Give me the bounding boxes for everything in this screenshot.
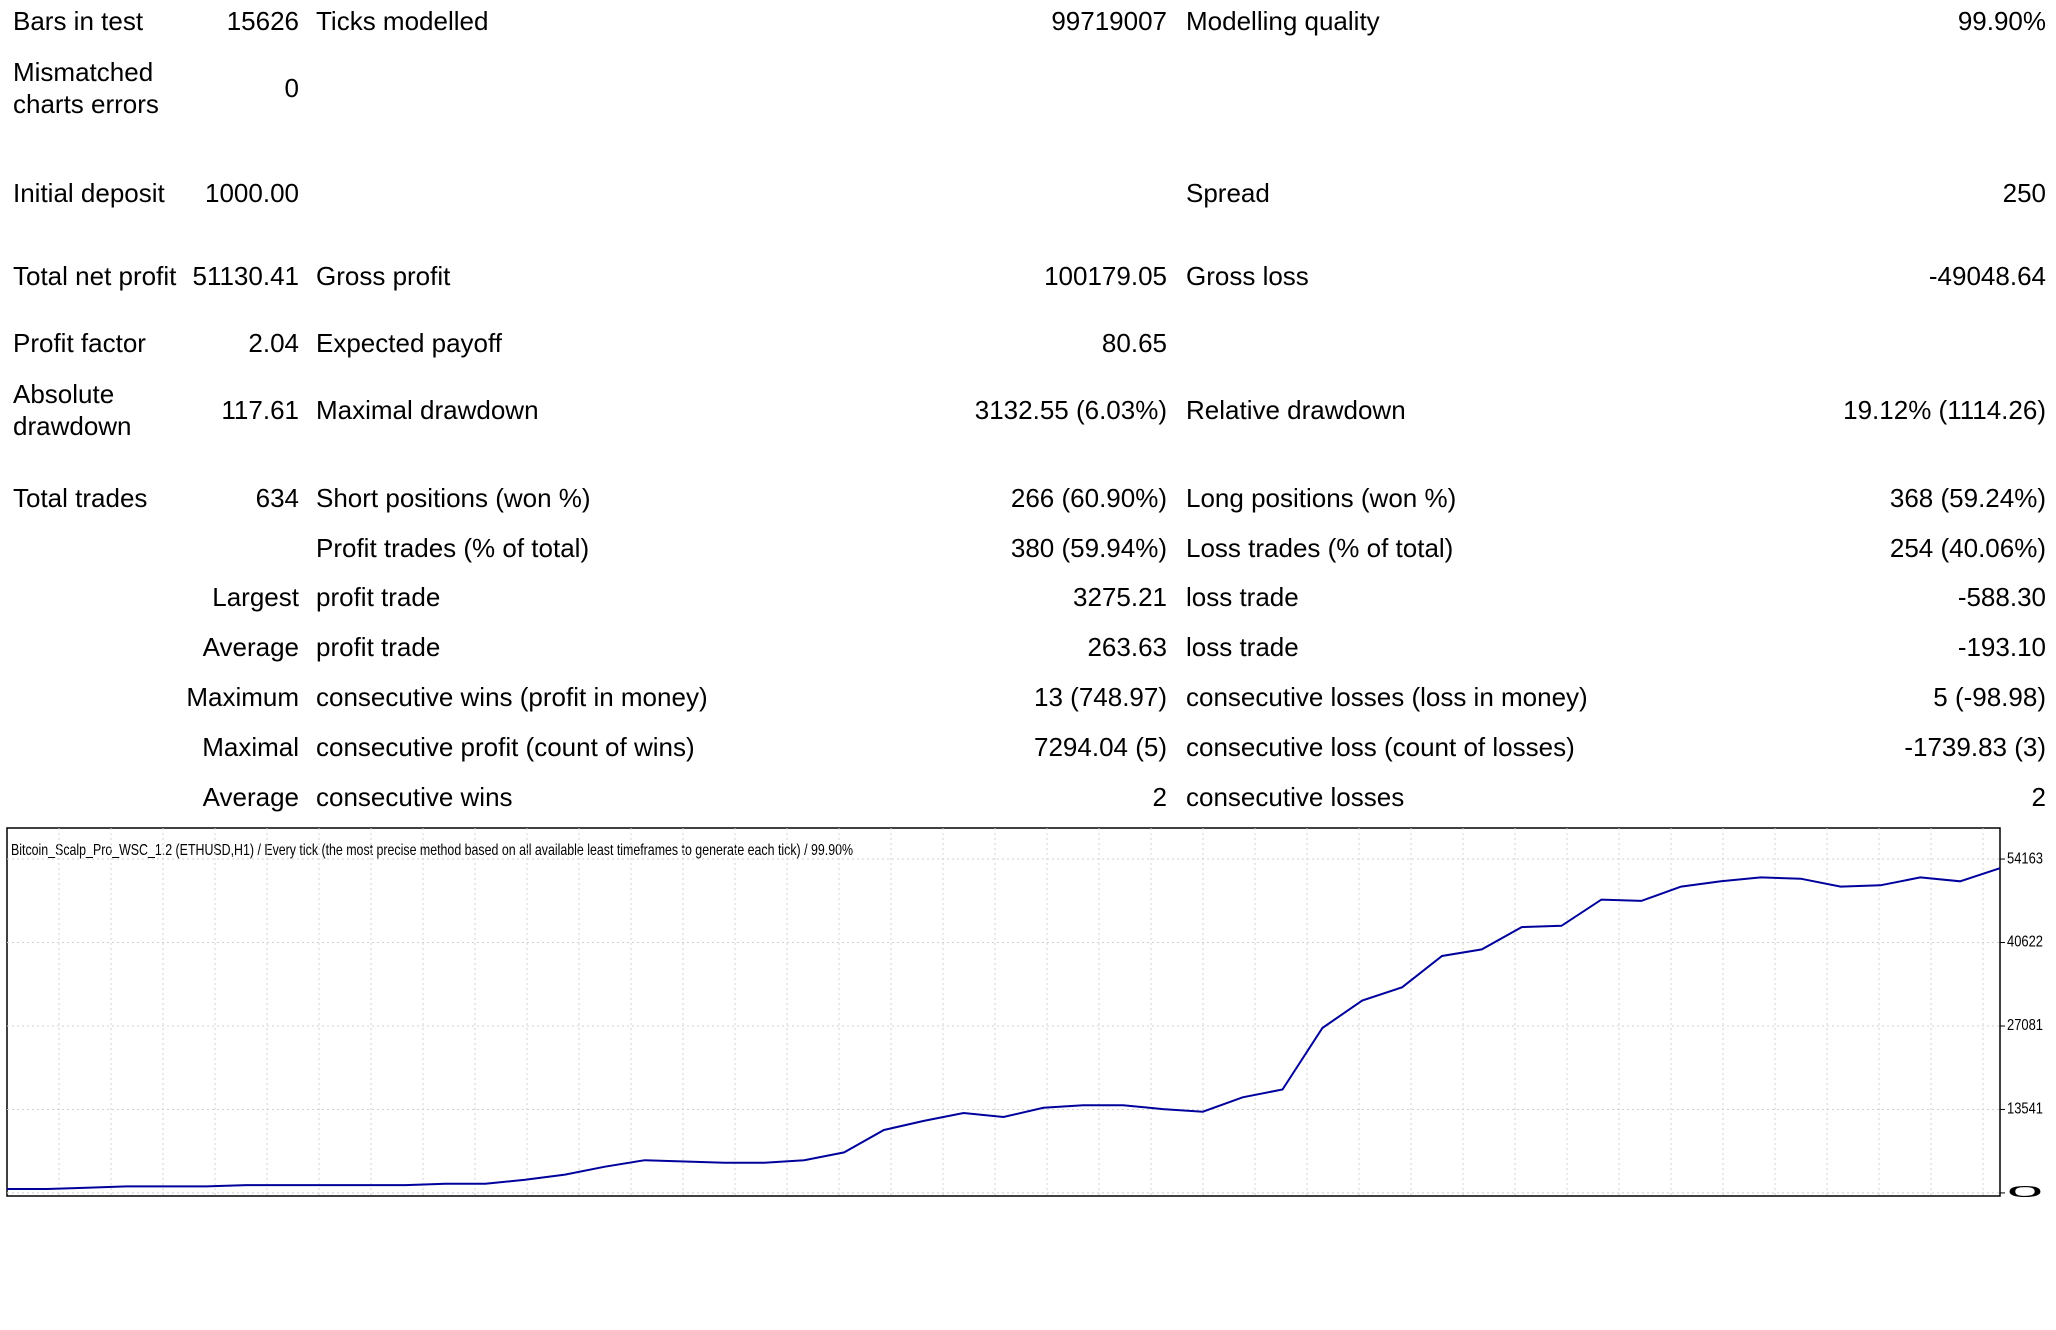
stat-value: -193.10 [1957, 632, 2046, 662]
stat-value: 3132.55 (6.03%) [974, 395, 1167, 425]
stat-value: 634 [255, 483, 299, 513]
stat-label: consecutive profit (count of wins) [316, 732, 695, 762]
stat-value: 15626 [226, 6, 299, 36]
stat-label: consecutive losses (loss in money) [1186, 682, 1588, 712]
stat-label: Expected payoff [316, 328, 502, 358]
stat-label: Ticks modelled [316, 6, 489, 36]
stat-label: loss trade [1186, 582, 1299, 612]
stat-label: consecutive wins [316, 782, 513, 812]
stat-value: Largest [212, 582, 299, 612]
stat-value: 250 [2002, 178, 2046, 208]
chart-title: Bitcoin_Scalp_Pro_WSC_1.2 (ETHUSD,H1) / … [11, 842, 853, 859]
y-tick-label: 54163 [2007, 850, 2043, 867]
stat-value: -588.30 [1957, 582, 2046, 612]
stat-value: 5 (-98.98) [1933, 682, 2046, 712]
stat-value: 100179.05 [1044, 261, 1167, 291]
stat-label: Loss trades (% of total) [1186, 533, 1454, 563]
stat-label: Maximal drawdown [316, 395, 539, 425]
stat-label: Absolute drawdown [13, 379, 132, 441]
stat-value: 7294.04 (5) [1034, 732, 1167, 762]
stat-value: 19.12% (1114.26) [1843, 395, 2046, 425]
equity-chart: Bitcoin_Scalp_Pro_WSC_1.2 (ETHUSD,H1) / … [6, 827, 2043, 1201]
y-tick-label: 27081 [2007, 1017, 2043, 1034]
stat-value: 380 (59.94%) [1010, 533, 1167, 563]
stat-value: Maximal [202, 732, 299, 762]
stat-label: Gross loss [1186, 261, 1309, 291]
stat-label: Mismatched charts errors [13, 57, 159, 119]
stat-value: 3275.21 [1073, 582, 1167, 612]
stat-value: 99.90% [1957, 6, 2046, 36]
stat-value: 1000.00 [205, 178, 299, 208]
stat-value: 117.61 [221, 395, 299, 425]
stat-value: Average [202, 632, 299, 662]
y-tick-label: 0 [2007, 1184, 2043, 1201]
stat-value: 99719007 [1051, 6, 1167, 36]
stat-value: 2 [1152, 782, 1167, 812]
stat-value: 266 (60.90%) [1010, 483, 1167, 513]
stat-value: 368 (59.24%) [1889, 483, 2046, 513]
stat-label: Total trades [13, 483, 148, 513]
chart-frame [6, 827, 2001, 1197]
stat-value: 2 [2031, 782, 2046, 812]
stat-label: profit trade [316, 582, 441, 612]
stat-label: Profit trades (% of total) [316, 533, 590, 563]
stat-label: Short positions (won %) [316, 483, 591, 513]
stat-value: Average [202, 782, 299, 812]
stat-label: Total net profit [13, 261, 177, 291]
stat-label: consecutive wins (profit in money) [316, 682, 708, 712]
stat-value: 0 [284, 73, 299, 103]
stat-label: Spread [1186, 178, 1270, 208]
stat-label: Profit factor [13, 328, 146, 358]
stat-label: Modelling quality [1186, 6, 1380, 36]
stat-value: 80.65 [1101, 328, 1167, 358]
stat-label: Relative drawdown [1186, 395, 1406, 425]
equity-line [7, 867, 2001, 1190]
stat-value: 2.04 [248, 328, 299, 358]
stat-value: 263.63 [1087, 632, 1167, 662]
stat-label: profit trade [316, 632, 441, 662]
y-tick-label: 13541 [2007, 1101, 2043, 1118]
stat-value: -49048.64 [1928, 261, 2046, 291]
stat-label: Bars in test [13, 6, 144, 36]
stat-value: Maximum [186, 682, 299, 712]
stat-label: Initial deposit [13, 178, 165, 208]
y-tick-label: 40622 [2007, 934, 2043, 951]
stat-label: consecutive loss (count of losses) [1186, 732, 1575, 762]
stat-label: Long positions (won %) [1186, 483, 1457, 513]
stat-label: loss trade [1186, 632, 1299, 662]
stat-value: 254 (40.06%) [1889, 533, 2046, 563]
stat-label: Gross profit [316, 261, 451, 291]
stat-value: 51130.41 [192, 261, 299, 291]
stat-label: consecutive losses [1186, 782, 1405, 812]
stat-value: 13 (748.97) [1034, 682, 1167, 712]
stat-value: -1739.83 (3) [1904, 732, 2046, 762]
